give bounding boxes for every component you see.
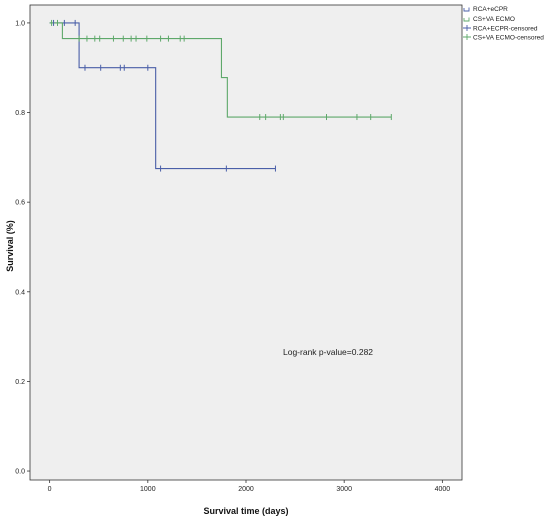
legend-item-rca-ecpr: RCA+eCPR xyxy=(463,6,508,13)
y-tick-label: 0.0 xyxy=(15,469,25,476)
x-tick-label: 0 xyxy=(48,486,52,493)
y-tick-label: 0.6 xyxy=(15,200,25,207)
legend: RCA+eCPR CS+VA ECMO RCA+ECPR-censored CS… xyxy=(463,6,544,42)
censored-markers xyxy=(51,19,392,172)
y-tick-label: 0.8 xyxy=(15,110,25,117)
legend-label-rca-ecpr: RCA+eCPR xyxy=(473,6,508,13)
x-axis: 0 1000 2000 3000 4000 xyxy=(48,480,451,493)
legend-censor-swatch-cs xyxy=(463,34,471,40)
legend-label-rca-ecpr-censored: RCA+ECPR-censored xyxy=(473,26,538,33)
x-tick-label: 2000 xyxy=(238,486,254,493)
y-tick-label: 0.4 xyxy=(15,289,25,296)
x-tick-label: 1000 xyxy=(140,486,156,493)
x-tick-label: 4000 xyxy=(435,486,451,493)
y-tick-label: 0.2 xyxy=(15,379,25,386)
legend-item-cs-va-ecmo-censored: CS+VA ECMO-censored xyxy=(463,34,544,42)
x-axis-title: Survival time (days) xyxy=(203,506,288,516)
survival-curves xyxy=(49,22,392,170)
y-axis-title: Survival (%) xyxy=(5,220,15,272)
legend-label-cs-va-ecmo-censored: CS+VA ECMO-censored xyxy=(473,35,544,42)
log-rank-annotation: Log-rank p-value=0.282 xyxy=(283,347,373,357)
legend-step-swatch-rca xyxy=(463,7,470,12)
plot-area xyxy=(29,4,463,481)
y-tick-label: 1.0 xyxy=(15,20,25,27)
survival-curve-cs-va-ecmo xyxy=(49,22,392,118)
survival-curve-rca-ecpr xyxy=(49,22,276,170)
legend-item-rca-ecpr-censored: RCA+ECPR-censored xyxy=(463,25,538,33)
legend-step-swatch-cs xyxy=(463,17,470,22)
x-tick-label: 3000 xyxy=(336,486,352,493)
legend-label-cs-va-ecmo: CS+VA ECMO xyxy=(473,16,515,23)
legend-item-cs-va-ecmo: CS+VA ECMO xyxy=(463,16,515,23)
y-axis: 0.0 0.2 0.4 0.6 0.8 1.0 xyxy=(15,20,30,476)
legend-censor-swatch-rca xyxy=(463,25,471,31)
